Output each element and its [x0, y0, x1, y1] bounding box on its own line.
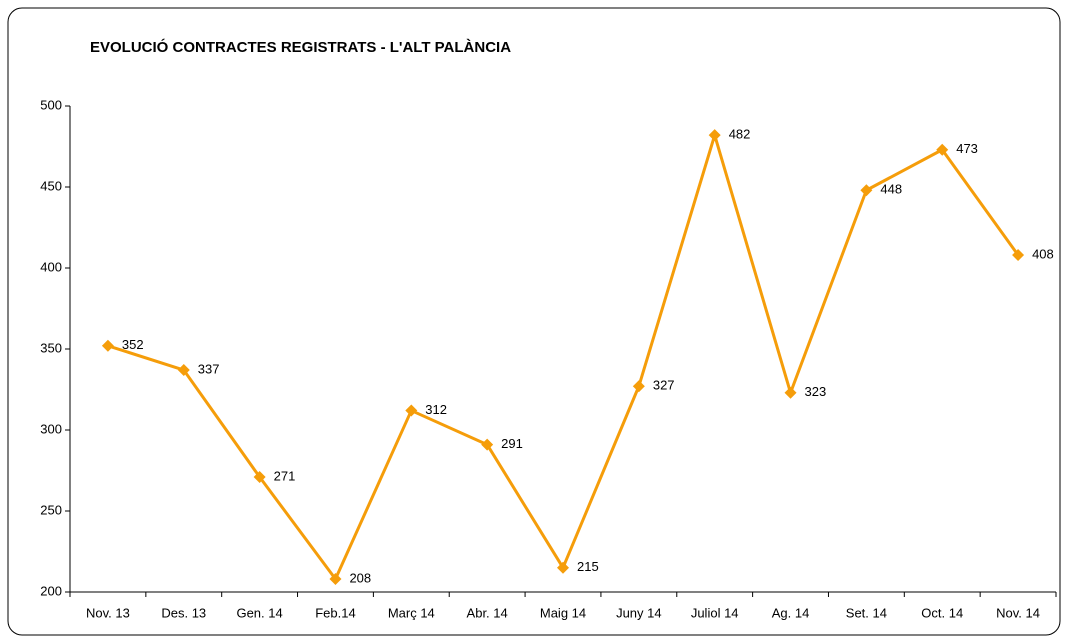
y-tick-label: 450	[40, 178, 62, 193]
x-tick-label: Maig 14	[540, 605, 586, 620]
y-tick-label: 250	[40, 502, 62, 517]
x-tick-label: Març 14	[388, 605, 435, 620]
marker	[632, 380, 645, 393]
marker	[860, 184, 873, 197]
x-tick-label: Des. 13	[161, 605, 206, 620]
x-tick-label: Nov. 13	[86, 605, 130, 620]
y-tick-label: 200	[40, 583, 62, 598]
data-label: 337	[198, 361, 220, 376]
x-tick-label: Ag. 14	[772, 605, 810, 620]
marker	[177, 364, 190, 377]
marker	[936, 143, 949, 156]
data-label: 215	[577, 559, 599, 574]
chart-frame	[7, 7, 1061, 636]
y-tick-label: 300	[40, 421, 62, 436]
x-tick-label: Feb.14	[315, 605, 355, 620]
data-label: 408	[1032, 246, 1054, 261]
marker	[329, 573, 342, 586]
x-tick-label: Gen. 14	[236, 605, 282, 620]
y-tick-label: 350	[40, 340, 62, 355]
x-tick-label: Juny 14	[616, 605, 662, 620]
marker	[101, 339, 114, 352]
marker	[784, 386, 797, 399]
data-label: 448	[880, 182, 902, 197]
x-tick-label: Nov. 14	[996, 605, 1040, 620]
x-tick-label: Set. 14	[846, 605, 887, 620]
data-label: 352	[122, 337, 144, 352]
x-tick-label: Juliol 14	[691, 605, 739, 620]
y-tick-label: 500	[40, 97, 62, 112]
data-label: 327	[653, 378, 675, 393]
data-label: 208	[349, 570, 371, 585]
marker	[253, 470, 266, 483]
data-label: 473	[956, 141, 978, 156]
marker	[708, 129, 721, 142]
chart-title: EVOLUCIÓ CONTRACTES REGISTRATS - L'ALT P…	[90, 38, 511, 56]
marker	[1012, 249, 1025, 262]
marker	[405, 404, 418, 417]
data-label: 271	[274, 468, 296, 483]
y-tick-label: 400	[40, 259, 62, 274]
data-label: 312	[425, 402, 447, 417]
data-label: 323	[805, 384, 827, 399]
x-tick-label: Oct. 14	[921, 605, 963, 620]
marker	[557, 561, 569, 574]
x-tick-label: Abr. 14	[467, 605, 508, 620]
marker	[481, 438, 494, 451]
data-label: 291	[501, 436, 523, 451]
data-label: 482	[729, 127, 751, 142]
